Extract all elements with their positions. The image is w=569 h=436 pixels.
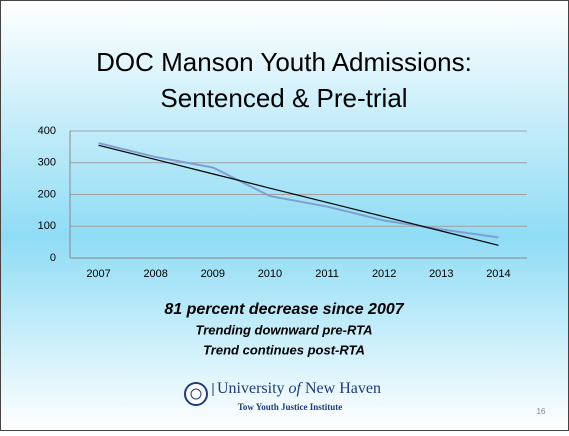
logo: University of New Haven Tow Youth Justic… — [184, 380, 381, 412]
x-tick-label: 2009 — [201, 268, 225, 280]
institute-name: Tow Youth Justice Institute — [238, 402, 343, 412]
title-line: DOC Manson Youth Admissions: — [96, 47, 472, 77]
annotation: 81 percent decrease since 2007 — [164, 301, 404, 318]
seal — [184, 382, 208, 406]
x-tick-label: 2012 — [372, 268, 396, 280]
title-line: Sentenced & Pre-trial — [160, 83, 407, 113]
x-tick-label: 2007 — [86, 268, 110, 280]
university-name: University of New Haven — [217, 380, 381, 397]
x-tick-label: 2011 — [315, 268, 339, 280]
seal-inner — [190, 388, 202, 400]
name-part: University — [217, 380, 285, 397]
x-tick-label: 2014 — [486, 268, 510, 280]
y-tick-label: 200 — [38, 188, 56, 200]
y-tick-label: 100 — [38, 220, 56, 232]
y-tick-label: 400 — [38, 125, 56, 137]
annotation: Trend continues post-RTA — [203, 342, 365, 357]
series-line — [98, 144, 499, 246]
name-part: New Haven — [305, 380, 381, 397]
name-part: of — [289, 380, 304, 397]
y-tick-label: 0 — [50, 252, 56, 264]
y-tick-label: 300 — [38, 157, 56, 169]
x-tick-label: 2013 — [429, 268, 453, 280]
page-number: 16 — [537, 407, 546, 416]
x-tick-label: 2010 — [258, 268, 282, 280]
series-line — [98, 142, 499, 239]
annotation: Trending downward pre-RTA — [196, 322, 373, 337]
x-tick-label: 2008 — [143, 268, 167, 280]
